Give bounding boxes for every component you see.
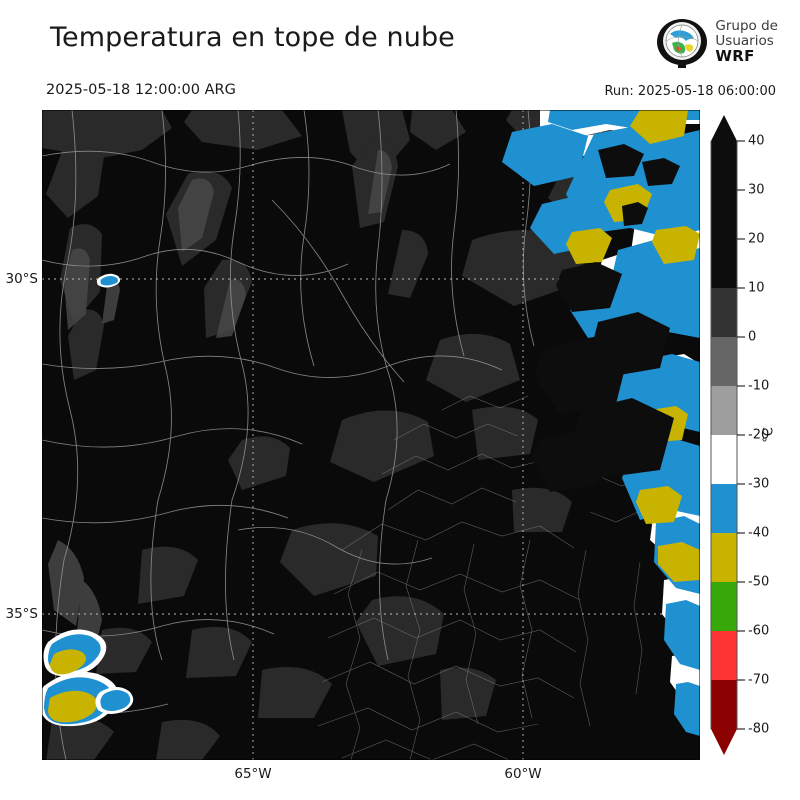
ytick-label-0: 30°S — [5, 271, 39, 287]
colorbar-under-arrow — [711, 729, 737, 755]
colorbar-tick-6: -20 — [748, 427, 770, 443]
colorbar-tick-3: 10 — [748, 280, 765, 296]
cloud-cell-southwest-tail — [95, 687, 134, 714]
cloud-cell-southwest-upper — [43, 629, 107, 677]
xtick-label-1: 60°W — [504, 766, 542, 782]
colorbar-unit-label: °C — [761, 427, 777, 443]
page-title: Temperatura en tope de nube — [50, 22, 455, 53]
logo-text: Grupo de Usuarios WRF — [715, 19, 778, 64]
logo-line-1: Grupo de — [715, 18, 778, 35]
colorbar-tick-2: 20 — [748, 231, 765, 247]
map-panel[interactable] — [42, 110, 700, 760]
temperature-shading-dark — [42, 110, 666, 760]
colorbar-tick-11: -70 — [748, 672, 770, 688]
colorbar-gradient — [710, 115, 745, 755]
cloud-cell-southwest-lower — [42, 671, 118, 727]
cloud-top-temperature-field — [42, 110, 700, 760]
latitude-axis: 30°S 35°S — [0, 110, 39, 760]
colorbar-tick-9: -50 — [748, 574, 770, 590]
run-time-label: Run: 2025-05-18 06:00:00 — [604, 84, 776, 99]
colorbar-tick-5: -10 — [748, 378, 770, 394]
colorbar-tick-8: -40 — [748, 525, 770, 541]
logo: Grupo de Usuarios WRF — [656, 14, 778, 70]
logo-line-2: Usuarios — [715, 32, 774, 49]
colorbar-tick-1: 30 — [748, 182, 765, 198]
colorbar-tick-10: -60 — [748, 623, 770, 639]
colorbar-tick-0: 40 — [748, 133, 765, 149]
logo-line-3: WRF — [715, 47, 755, 66]
xtick-label-0: 65°W — [234, 766, 272, 782]
colorbar-tick-4: 0 — [748, 329, 757, 345]
colorbar-tick-7: -30 — [748, 476, 770, 492]
colorbar-over-arrow — [711, 115, 737, 141]
graticule — [42, 110, 700, 760]
cloud-cell-northwest-tiny — [96, 273, 121, 288]
colorbar[interactable]: 40 30 20 10 0 -10 -20 -30 -40 -50 -60 -7… — [705, 110, 800, 760]
colorbar-tick-12: -80 — [748, 721, 770, 737]
globe-emblem-icon — [657, 19, 708, 68]
longitude-axis: 65°W 60°W — [42, 760, 700, 790]
valid-time-label: 2025-05-18 12:00:00 ARG — [46, 82, 236, 98]
ytick-label-1: 35°S — [5, 606, 39, 622]
cloud-warm-holes — [532, 144, 680, 492]
